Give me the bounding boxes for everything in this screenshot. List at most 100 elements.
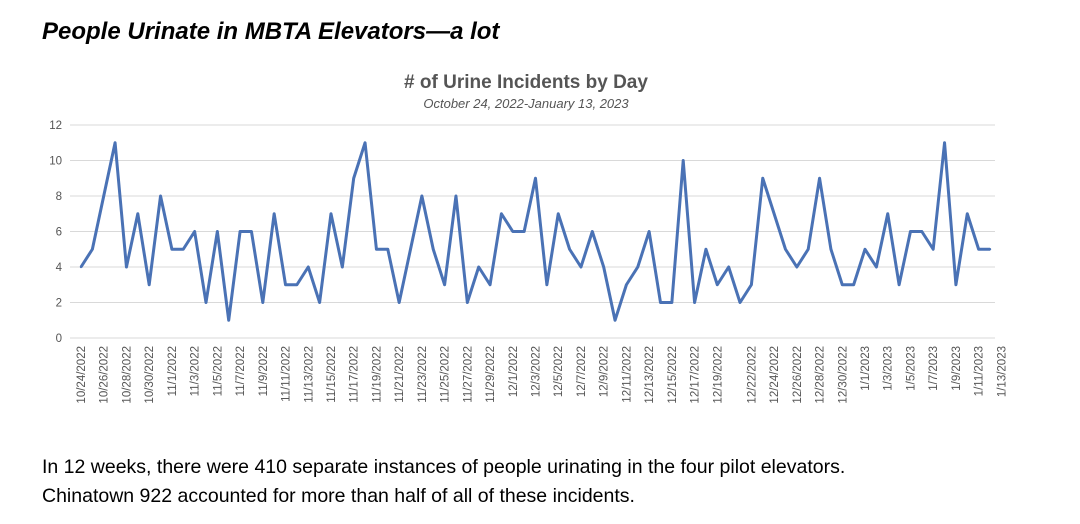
data-point — [977, 248, 980, 251]
x-tick-label: 12/15/2022 — [667, 346, 679, 404]
caption-line-2: Chinatown 922 accounted for more than ha… — [42, 485, 635, 507]
x-tick-label: 11/1/2022 — [167, 346, 179, 396]
data-point — [807, 248, 810, 251]
data-point — [352, 177, 355, 180]
chart-subtitle: October 24, 2022-January 13, 2023 — [423, 96, 629, 111]
data-point — [988, 248, 992, 251]
data-point — [363, 141, 367, 144]
x-tick-label: 10/24/2022 — [76, 346, 88, 404]
x-tick-label: 10/28/2022 — [121, 346, 133, 404]
data-point — [909, 230, 912, 233]
x-tick-label: 11/7/2022 — [235, 346, 247, 396]
data-point — [238, 230, 242, 233]
data-point — [659, 301, 662, 304]
data-point — [511, 230, 514, 233]
data-point — [852, 283, 855, 286]
data-point — [397, 301, 401, 304]
data-point — [204, 301, 208, 304]
data-point — [147, 283, 151, 286]
x-tick-label: 12/26/2022 — [792, 346, 804, 404]
data-point — [216, 230, 219, 233]
data-point — [966, 212, 969, 215]
x-tick-label: 12/3/2022 — [531, 346, 543, 397]
x-tick-label: 11/19/2022 — [371, 346, 383, 403]
data-point — [261, 301, 264, 304]
y-tick-label: 0 — [56, 333, 62, 345]
data-point — [886, 212, 889, 215]
x-tick-label: 12/7/2022 — [576, 346, 588, 397]
x-tick-label: 11/27/2022 — [462, 346, 474, 403]
data-point — [534, 177, 537, 180]
data-point — [182, 248, 185, 251]
data-point — [784, 248, 787, 251]
data-point — [545, 283, 549, 286]
x-tick-label: 11/11/2022 — [281, 346, 293, 402]
x-tick-label: 11/29/2022 — [485, 346, 497, 403]
data-point — [409, 248, 412, 251]
data-point — [329, 212, 333, 215]
x-tick-label: 11/3/2022 — [190, 346, 202, 396]
y-tick-label: 4 — [56, 262, 63, 274]
y-tick-label: 8 — [56, 191, 62, 203]
x-tick-label: 11/25/2022 — [440, 346, 452, 403]
data-point — [284, 283, 287, 286]
x-tick-label: 12/19/2022 — [712, 346, 724, 404]
x-tick-label: 11/21/2022 — [394, 346, 406, 403]
data-point — [954, 283, 958, 286]
x-tick-label: 12/30/2022 — [837, 346, 849, 404]
data-point — [761, 177, 764, 180]
chart-title: # of Urine Incidents by Day — [404, 72, 648, 93]
data-point — [602, 265, 605, 269]
data-point — [693, 301, 696, 304]
data-point — [488, 283, 492, 286]
x-tick-label: 12/11/2022 — [621, 346, 633, 403]
data-point — [341, 265, 344, 269]
x-tick-label: 11/5/2022 — [212, 346, 224, 396]
data-point — [170, 248, 174, 251]
data-point — [670, 301, 674, 304]
x-tick-label: 12/5/2022 — [553, 346, 565, 397]
x-tick-label: 1/9/2023 — [951, 346, 963, 391]
data-point — [466, 301, 469, 304]
x-tick-label: 10/30/2022 — [144, 346, 156, 404]
data-point — [875, 265, 878, 269]
x-tick-label: 11/15/2022 — [326, 346, 338, 403]
data-point — [727, 265, 730, 269]
data-point — [432, 248, 435, 251]
data-point — [91, 248, 94, 251]
data-point — [250, 230, 253, 233]
data-point — [931, 248, 935, 251]
data-point — [920, 230, 924, 233]
y-tick-label: 12 — [49, 120, 62, 132]
data-point — [113, 141, 117, 144]
x-tick-label: 1/5/2023 — [905, 346, 917, 391]
x-tick-label: 1/1/2023 — [860, 346, 872, 391]
line-chart: # of Urine Incidents by Day October 24, … — [49, 72, 1008, 404]
data-point — [795, 265, 799, 269]
data-point — [897, 283, 901, 286]
x-axis-ticks: 10/24/2022 10/26/2022 10/28/2022 10/30/2022… — [76, 346, 1008, 404]
data-point — [443, 283, 446, 286]
data-point — [136, 212, 140, 215]
y-tick-label: 10 — [49, 156, 62, 168]
caption: In 12 weeks, there were 410 separate ins… — [42, 453, 845, 511]
data-point — [579, 265, 583, 269]
data-point — [636, 265, 639, 269]
x-tick-label: 11/23/2022 — [417, 346, 429, 403]
x-tick-label: 12/13/2022 — [644, 346, 656, 404]
data-point — [307, 265, 310, 269]
data-point — [125, 265, 128, 269]
data-point — [454, 194, 458, 198]
data-point — [79, 265, 83, 269]
x-tick-label: 1/3/2023 — [883, 346, 895, 391]
data-point — [375, 248, 378, 251]
data-point — [272, 212, 276, 215]
data-point — [738, 301, 742, 304]
data-point — [500, 212, 503, 215]
data-point — [613, 319, 617, 322]
x-tick-label: 12/17/2022 — [690, 346, 702, 404]
x-tick-label: 11/9/2022 — [258, 346, 270, 396]
data-point — [193, 230, 196, 233]
data-point — [829, 248, 833, 251]
data-point — [682, 159, 685, 162]
